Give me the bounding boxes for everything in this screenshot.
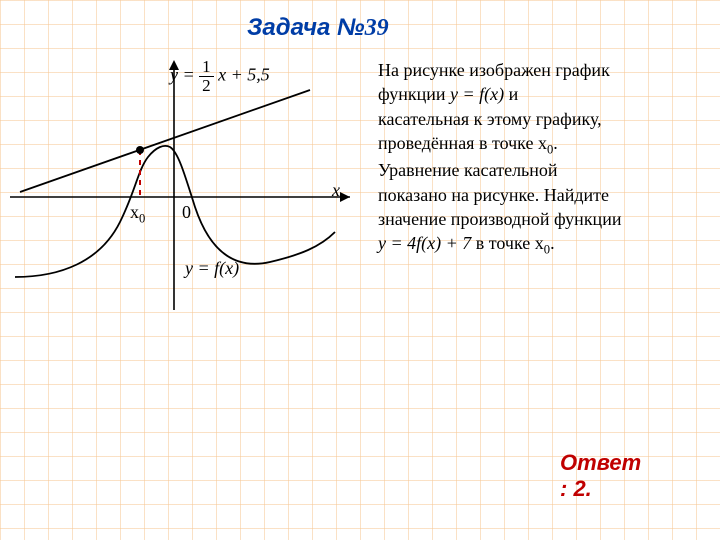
tangent-line — [20, 90, 310, 192]
problem-l6: показано на рисунке. Найдите — [378, 183, 713, 207]
title-part1: Задача № — [247, 14, 365, 41]
title-part2: 39 — [365, 15, 389, 41]
answer-label: Ответ — [560, 450, 680, 476]
tangent-equation: y = 12 x + 5,5 — [170, 58, 270, 95]
x-axis-label: x — [332, 180, 340, 201]
problem-l2p2: и — [504, 84, 518, 104]
problem-l4p1: проведённая в точке x — [378, 133, 547, 153]
eq-frac: 12 — [199, 58, 214, 95]
problem-l8p3: . — [550, 233, 555, 253]
problem-l7: значение производной функции — [378, 207, 713, 231]
eq-rest: x + 5,5 — [214, 64, 270, 84]
problem-l8p1: y = 4f(x) + 7 — [378, 233, 471, 253]
tangent-point-dot — [136, 146, 144, 154]
curve — [15, 146, 335, 277]
problem-l2: функции y = f(x) и — [378, 82, 713, 106]
x0-label: x0 — [130, 202, 145, 227]
problem-l2m: y = f(x) — [450, 84, 504, 104]
problem-l3: касательная к этому графику, — [378, 107, 713, 131]
problem-l1: На рисунке изображен график — [378, 58, 713, 82]
function-equation: y = f(x) — [185, 258, 239, 279]
answer: Ответ : 2. — [560, 450, 680, 502]
page: { "title": { "part1": "Задача №", "part2… — [0, 0, 720, 540]
title: Задача №39 — [247, 14, 389, 42]
x0-label-x: x — [130, 202, 139, 222]
problem-text: На рисунке изображен график функции y = … — [378, 58, 713, 259]
eq-frac-den: 2 — [199, 77, 214, 95]
eq-frac-num: 1 — [199, 58, 214, 77]
problem-l8p2: в точке x — [471, 233, 544, 253]
problem-l4p2: . — [553, 133, 558, 153]
x-arrow-icon — [340, 192, 350, 202]
problem-l2p1: функции — [378, 84, 450, 104]
x0-label-sub: 0 — [139, 212, 145, 226]
problem-l8: y = 4f(x) + 7 в точке x0. — [378, 231, 713, 259]
answer-value: : 2. — [560, 476, 680, 502]
eq-lhs: y = — [170, 64, 199, 84]
problem-l5: Уравнение касательной — [378, 158, 713, 182]
origin-label: 0 — [182, 202, 191, 223]
problem-l4: проведённая в точке x0. — [378, 131, 713, 159]
